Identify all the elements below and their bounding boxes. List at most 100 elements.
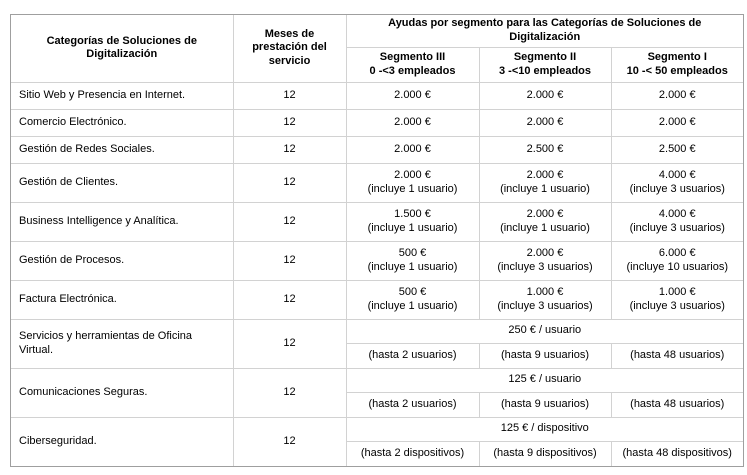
months-cell: 12 bbox=[232, 162, 347, 203]
header-segment-iii: Segmento III 0 -<3 empleados bbox=[345, 46, 480, 83]
amount-cell: 2.000 € bbox=[345, 108, 480, 137]
amount-cell: 2.500 € bbox=[610, 135, 744, 164]
amount-text: 1.000 € bbox=[526, 285, 564, 298]
segment-i-name: Segmento I bbox=[647, 50, 707, 63]
amount-cell: 2.500 € bbox=[478, 135, 612, 164]
segment-iii-name: Segmento III bbox=[379, 50, 446, 63]
category-cell: Ciberseguridad. bbox=[10, 416, 234, 467]
amount-note: (incluye 1 usuario) bbox=[367, 221, 458, 234]
category-cell: Servicios y herramientas de Oficina Virt… bbox=[10, 318, 234, 369]
limit-cell: (hasta 48 usuarios) bbox=[610, 391, 744, 418]
category-cell: Gestión de Procesos. bbox=[10, 240, 234, 281]
limit-cell: (hasta 9 usuarios) bbox=[478, 391, 612, 418]
category-cell: Gestión de Clientes. bbox=[10, 162, 234, 203]
amount-text: 6.000 € bbox=[658, 246, 696, 259]
amount-text: 4.000 € bbox=[658, 168, 696, 181]
table-row: Gestión de Redes Sociales. 12 2.000 € 2.… bbox=[10, 135, 744, 164]
table-row: Business Intelligence y Analítica. 12 1.… bbox=[10, 201, 744, 242]
limit-cell: (hasta 2 usuarios) bbox=[345, 391, 480, 418]
months-cell: 12 bbox=[232, 416, 347, 467]
category-cell: Gestión de Redes Sociales. bbox=[10, 135, 234, 164]
table-row: Sitio Web y Presencia en Internet. 12 2.… bbox=[10, 81, 744, 110]
amount-text: 1.000 € bbox=[658, 285, 696, 298]
segment-ii-range: 3 -<10 empleados bbox=[498, 64, 592, 77]
amount-note: (incluye 3 usuarios) bbox=[629, 182, 725, 195]
table-row: Ciberseguridad. 12 125 € / dispositivo bbox=[10, 416, 744, 467]
amount-text: 2.000 € bbox=[658, 115, 696, 128]
amount-cell: 2.000 € bbox=[345, 135, 480, 164]
amount-text: 2.000 € bbox=[394, 115, 431, 128]
segment-ii-name: Segmento II bbox=[513, 50, 577, 63]
amount-text: 2.500 € bbox=[658, 142, 696, 155]
amount-note: (incluye 1 usuario) bbox=[367, 260, 458, 273]
amount-text: 2.000 € bbox=[526, 246, 564, 259]
header-row-segments: Segmento III 0 -<3 empleados Segmento II… bbox=[11, 46, 744, 83]
unit-price-cell: 125 € / usuario bbox=[345, 367, 744, 393]
amount-text: 1.500 € bbox=[394, 207, 431, 220]
amount-text: 500 € bbox=[398, 246, 427, 259]
amount-cell: 500 € (incluye 1 usuario) bbox=[345, 240, 480, 281]
amount-text: 2.000 € bbox=[394, 142, 431, 155]
table-row: Comunicaciones Seguras. 12 125 € / usuar… bbox=[10, 367, 744, 418]
category-cell: Sitio Web y Presencia en Internet. bbox=[10, 81, 234, 110]
header-row-group: Categorías de Soluciones de Digitalizaci… bbox=[10, 14, 744, 83]
limit-cell: (hasta 48 dispositivos) bbox=[610, 440, 744, 467]
amount-cell: 1.000 € (incluye 3 usuarios) bbox=[478, 279, 612, 320]
limit-cell: (hasta 2 usuarios) bbox=[345, 342, 480, 369]
months-cell: 12 bbox=[232, 135, 347, 164]
amount-text: 2.000 € bbox=[394, 88, 431, 101]
amount-cell: 2.000 € bbox=[478, 108, 612, 137]
table-subrow: (hasta 2 dispositivos) (hasta 9 disposit… bbox=[11, 440, 744, 467]
amount-cell: 1.500 € (incluye 1 usuario) bbox=[345, 201, 480, 242]
amount-cell: 2.000 € (incluye 1 usuario) bbox=[478, 162, 612, 203]
amount-cell: 2.000 € (incluye 1 usuario) bbox=[345, 162, 480, 203]
amount-text: 4.000 € bbox=[658, 207, 696, 220]
limit-cell: (hasta 48 usuarios) bbox=[610, 342, 744, 369]
header-segment-ii: Segmento II 3 -<10 empleados bbox=[478, 46, 612, 83]
months-cell: 12 bbox=[232, 201, 347, 242]
amount-cell: 2.000 € (incluye 1 usuario) bbox=[478, 201, 612, 242]
segment-i-range: 10 -< 50 empleados bbox=[626, 64, 728, 77]
limit-cell: (hasta 2 dispositivos) bbox=[345, 440, 480, 467]
pricing-table-wrapper: Categorías de Soluciones de Digitalizaci… bbox=[10, 14, 744, 467]
amount-cell: 2.000 € bbox=[478, 81, 612, 110]
months-cell: 12 bbox=[232, 81, 347, 110]
header-segment-i: Segmento I 10 -< 50 empleados bbox=[610, 46, 744, 83]
amount-text: 2.000 € bbox=[526, 88, 564, 101]
amount-text: 2.000 € bbox=[526, 115, 564, 128]
amount-cell: 2.000 € bbox=[610, 81, 744, 110]
months-cell: 12 bbox=[232, 279, 347, 320]
table-row: Servicios y herramientas de Oficina Virt… bbox=[10, 318, 744, 369]
limit-cell: (hasta 9 dispositivos) bbox=[478, 440, 612, 467]
table-row: Gestión de Clientes. 12 2.000 € (incluye … bbox=[10, 162, 744, 203]
amount-note: (incluye 3 usuarios) bbox=[497, 260, 593, 273]
pricing-table: Categorías de Soluciones de Digitalizaci… bbox=[10, 14, 744, 467]
amount-note: (incluye 3 usuarios) bbox=[497, 299, 593, 312]
amount-text: 2.000 € bbox=[394, 168, 431, 181]
amount-text: 500 € bbox=[398, 285, 427, 298]
segment-iii-range: 0 -<3 empleados bbox=[369, 64, 456, 77]
table-row: Gestión de Procesos. 12 500 € (incluye 1 … bbox=[10, 240, 744, 281]
months-cell: 12 bbox=[232, 108, 347, 137]
table-row: Comercio Electrónico. 12 2.000 € 2.000 €… bbox=[10, 108, 744, 137]
amount-note: (incluye 1 usuario) bbox=[500, 182, 590, 195]
amount-cell: 4.000 € (incluye 3 usuarios) bbox=[610, 162, 744, 203]
amount-note: (incluye 3 usuarios) bbox=[629, 299, 725, 312]
limit-cell: (hasta 9 usuarios) bbox=[478, 342, 612, 369]
category-cell: Comunicaciones Seguras. bbox=[10, 367, 234, 418]
amount-note: (incluye 1 usuario) bbox=[367, 182, 458, 195]
table-row: Factura Electrónica. 12 500 € (incluye 1 … bbox=[10, 279, 744, 320]
category-cell: Comercio Electrónico. bbox=[10, 108, 234, 137]
months-cell: 12 bbox=[232, 367, 347, 418]
header-category-column: Categorías de Soluciones de Digitalizaci… bbox=[10, 14, 234, 83]
table-subrow: (hasta 2 usuarios) (hasta 9 usuarios) (h… bbox=[11, 391, 744, 418]
amount-cell: 500 € (incluye 1 usuario) bbox=[345, 279, 480, 320]
months-cell: 12 bbox=[232, 318, 347, 369]
header-months-column: Meses de prestación del servicio bbox=[232, 14, 347, 83]
amount-cell: 6.000 € (incluye 10 usuarios) bbox=[610, 240, 744, 281]
amount-cell: 4.000 € (incluye 3 usuarios) bbox=[610, 201, 744, 242]
amount-text: 2.000 € bbox=[526, 168, 564, 181]
amount-note: (incluye 1 usuario) bbox=[367, 299, 458, 312]
amount-cell: 2.000 € bbox=[610, 108, 744, 137]
